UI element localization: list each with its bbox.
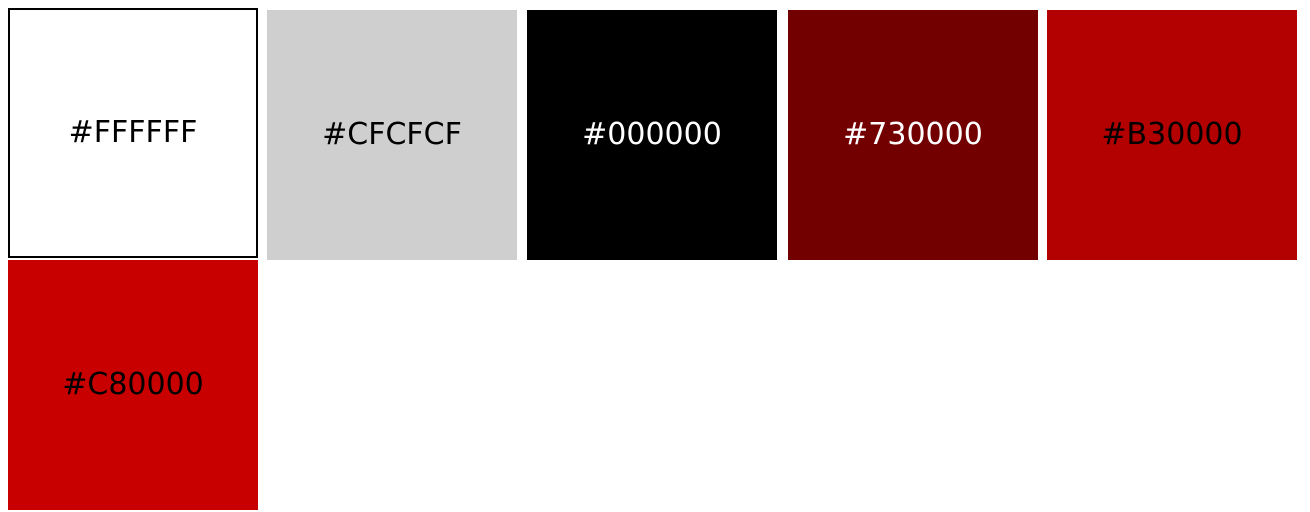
- swatch-label: #CFCFCF: [322, 117, 462, 152]
- color-swatch-b30000: #B30000: [1047, 10, 1297, 260]
- color-swatch-ffffff: #FFFFFF: [8, 8, 258, 258]
- color-swatch-730000: #730000: [788, 10, 1038, 260]
- color-swatch-cfcfcf: #CFCFCF: [267, 10, 517, 260]
- swatch-label: #C80000: [62, 367, 204, 402]
- swatch-label: #B30000: [1101, 117, 1243, 152]
- color-swatch-000000: #000000: [527, 10, 777, 260]
- color-swatch-c80000: #C80000: [8, 260, 258, 510]
- swatch-label: #730000: [843, 117, 983, 152]
- swatch-label: #FFFFFF: [68, 115, 198, 150]
- swatch-label: #000000: [582, 117, 722, 152]
